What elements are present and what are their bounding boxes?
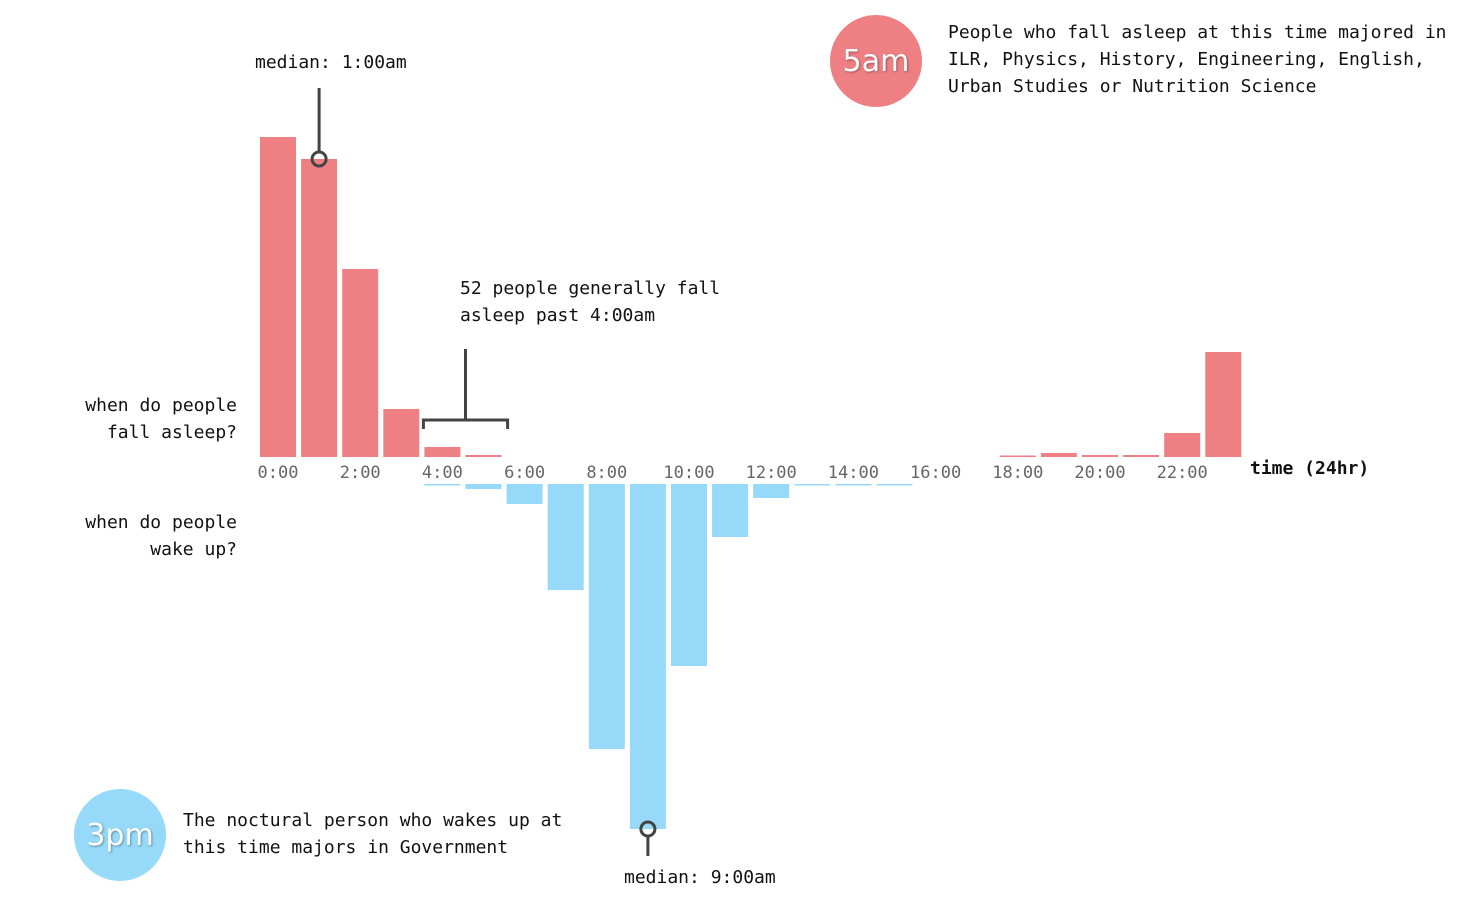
x-tick-label: 22:00 <box>1157 463 1208 483</box>
sleep-bar-4 <box>424 447 461 457</box>
x-tick-label: 0:00 <box>258 463 299 483</box>
sleep-median-marker <box>310 150 328 168</box>
wake-bar-13 <box>794 484 831 486</box>
x-tick-label: 2:00 <box>340 463 381 483</box>
wake-3pm-note: The noctural person who wakes up at this… <box>183 810 563 858</box>
wake-bar-11 <box>712 484 749 537</box>
wake-bar-4 <box>424 484 461 486</box>
x-tick-label: 16:00 <box>910 463 961 483</box>
sleep-bar-19 <box>1040 453 1077 457</box>
x-tick-label: 14:00 <box>828 463 879 483</box>
x-tick-label: 6:00 <box>504 463 545 483</box>
wake-bar-10 <box>671 484 707 666</box>
wake-bar-5 <box>465 484 502 489</box>
wake-bar-7 <box>547 484 584 590</box>
sleep-bars <box>260 137 1242 457</box>
x-tick-label: 10:00 <box>663 463 714 483</box>
wake-bars <box>424 484 913 829</box>
sleep-bar-23 <box>1205 352 1242 457</box>
wake-bar-8 <box>588 484 625 749</box>
wake-bar-9 <box>629 484 666 829</box>
x-tick-label: 4:00 <box>422 463 463 483</box>
sleep-bar-0 <box>260 137 296 457</box>
x-axis-ticks: 0:00 2:00 4:00 6:00 8:00 10:00 12:00 14:00 16:00… <box>258 463 1208 483</box>
sleep-bar-2 <box>342 269 379 457</box>
sleep-5am-bubble: 5am <box>830 15 922 107</box>
x-tick-label: 20:00 <box>1074 463 1125 483</box>
wake-row-label: when do people wake up? <box>85 512 237 560</box>
late-sleepers-bracket <box>421 349 510 429</box>
wake-bar-15 <box>876 484 913 486</box>
sleep-5am-note: People who fall asleep at this time majo… <box>948 22 1447 97</box>
sleep-bar-22 <box>1164 433 1201 457</box>
x-tick-label: 12:00 <box>746 463 797 483</box>
late-sleepers-annotation: 52 people generally fall asleep past 4:0… <box>460 278 721 326</box>
wake-bar-12 <box>753 484 790 498</box>
sleep-bar-5 <box>465 455 502 457</box>
x-tick-label: 8:00 <box>586 463 627 483</box>
sleep-bar-18 <box>999 455 1036 457</box>
wake-3pm-bubble: 3pm <box>74 789 166 881</box>
sleep-bar-3 <box>383 409 420 457</box>
wake-median-label: median: 9:00am <box>624 867 776 888</box>
sleep-bar-21 <box>1123 455 1160 457</box>
x-axis-label: time (24hr) <box>1250 458 1369 479</box>
wake-bar-6 <box>506 484 543 504</box>
sleep-bar-20 <box>1082 455 1118 457</box>
wake-bar-14 <box>835 484 872 486</box>
annotation-markers <box>310 88 657 856</box>
sleep-median-label: median: 1:00am <box>255 52 407 73</box>
sleep-row-label: when do people fall asleep? <box>85 395 237 443</box>
x-tick-label: 18:00 <box>992 463 1043 483</box>
sleep-bar-1 <box>301 159 338 457</box>
